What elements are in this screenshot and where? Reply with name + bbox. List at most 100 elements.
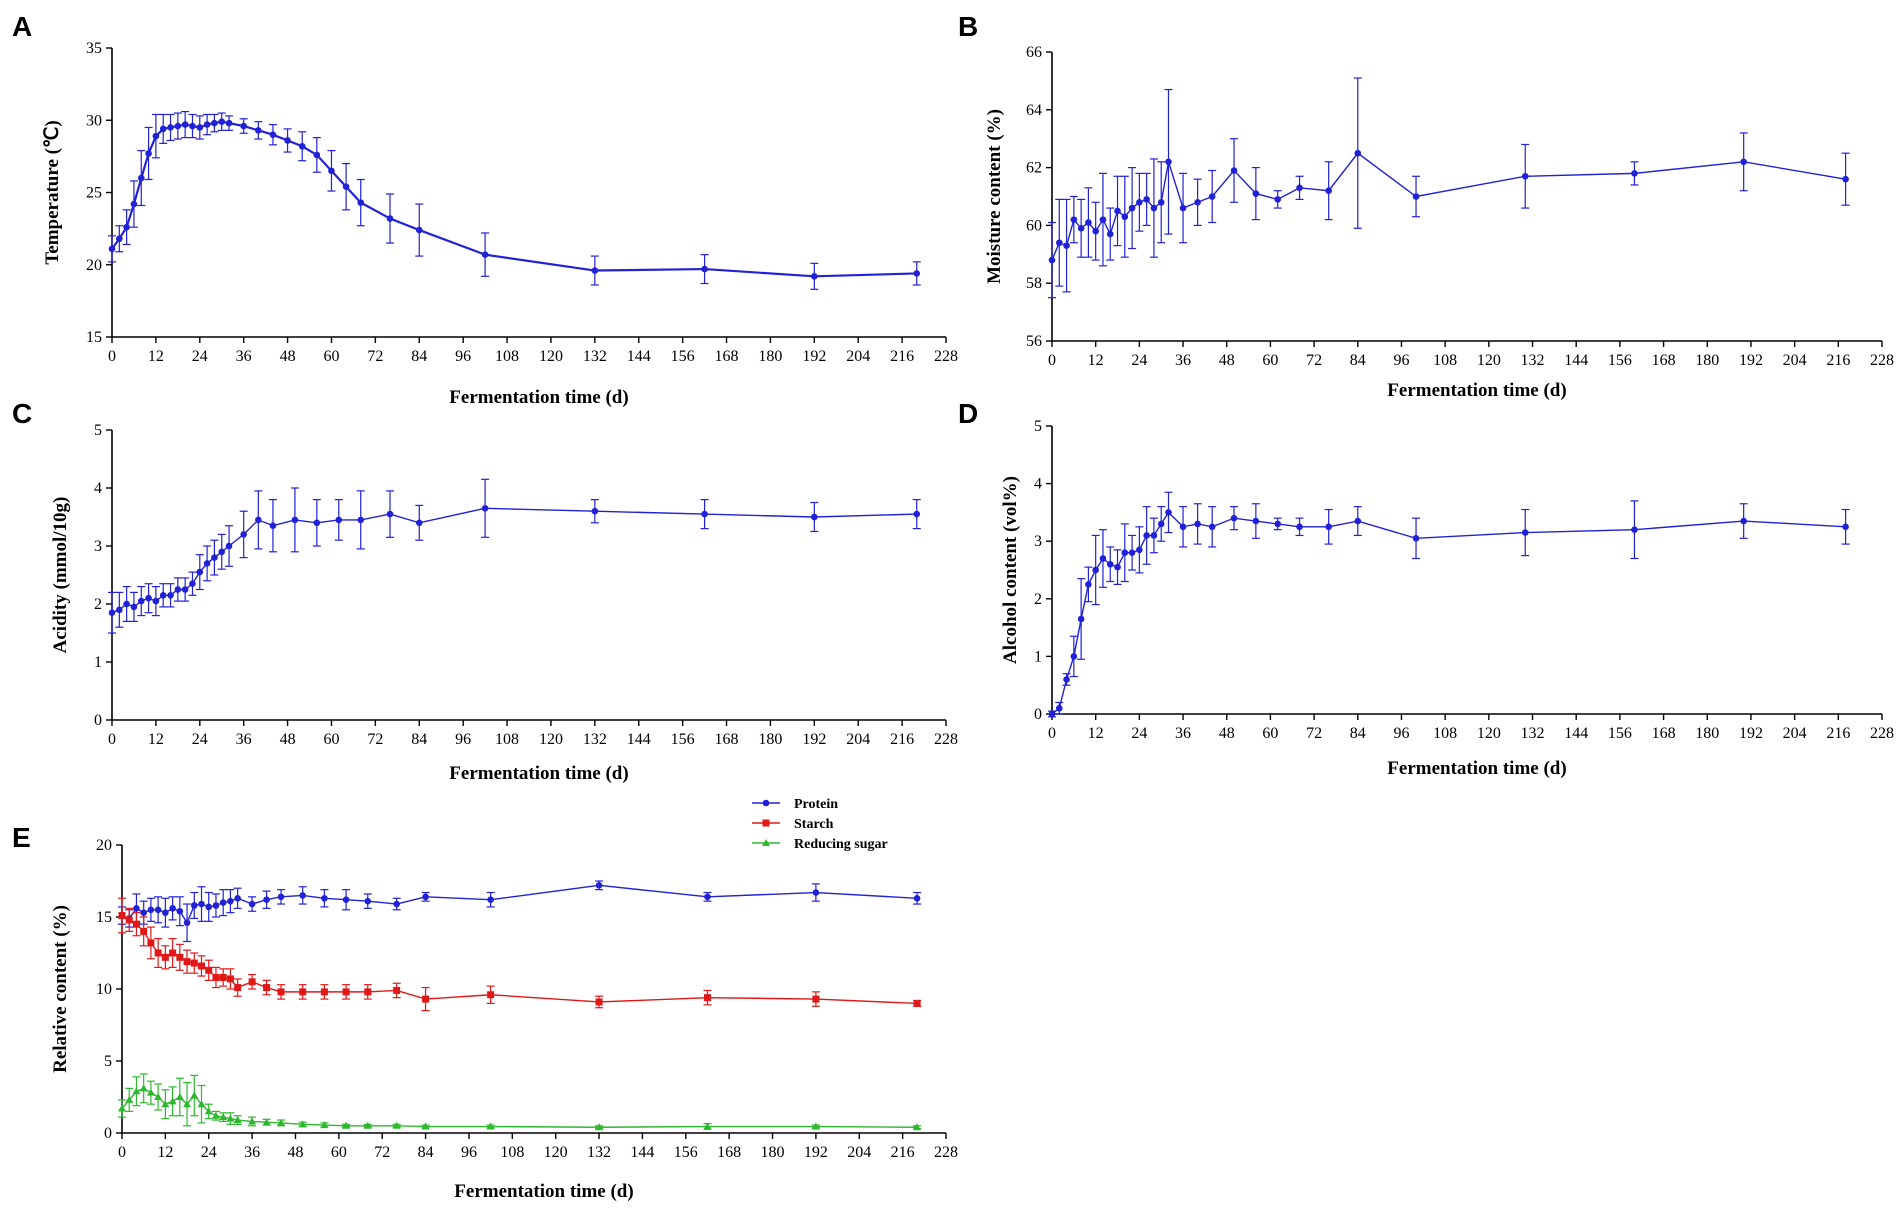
data-point: [701, 510, 708, 518]
x-tick-label: 12: [157, 1144, 173, 1161]
x-tick-label: 120: [539, 348, 563, 365]
y-tick-label: 60: [1026, 217, 1042, 234]
x-tick-label: 72: [1306, 352, 1322, 369]
x-tick-label: 120: [1477, 725, 1501, 742]
data-point: [175, 1093, 184, 1100]
series-acidity: [108, 478, 921, 634]
x-tick-label: 96: [461, 1144, 477, 1161]
data-point: [190, 902, 198, 909]
x-tick-label: 204: [847, 1144, 871, 1161]
data-point: [125, 916, 133, 924]
data-point: [1325, 523, 1332, 531]
data-point: [198, 900, 205, 908]
x-tick-label: 192: [804, 1144, 828, 1161]
x-tick-label: 168: [1652, 725, 1676, 742]
data-point: [162, 909, 169, 916]
data-point: [190, 1091, 199, 1099]
x-tick-label: 60: [1262, 352, 1278, 369]
data-point: [357, 199, 365, 206]
data-point: [1150, 532, 1158, 539]
data-point: [240, 122, 247, 130]
data-point: [487, 991, 495, 999]
data-point: [393, 986, 401, 994]
x-tick-label: 60: [323, 348, 339, 365]
y-axis-title: Relative content (%): [50, 905, 71, 1073]
data-point: [811, 513, 818, 521]
data-point: [269, 131, 277, 138]
data-point: [196, 568, 204, 576]
data-point: [227, 897, 234, 905]
data-point: [1077, 615, 1085, 623]
x-tick-label: 36: [236, 731, 252, 748]
x-tick-label: 72: [367, 731, 383, 748]
y-tick-label: 4: [94, 480, 102, 497]
series-reducing-sugar: [118, 1073, 922, 1131]
x-tick-label: 144: [627, 731, 651, 748]
data-point: [299, 988, 307, 996]
data-point: [205, 903, 213, 911]
x-tick-label: 12: [148, 731, 164, 748]
data-point: [1412, 193, 1420, 200]
y-tick-label: 15: [86, 329, 102, 346]
data-point: [152, 597, 160, 605]
x-tick-label: 48: [1219, 725, 1235, 742]
y-tick-label: 15: [96, 909, 112, 926]
y-tick-label: 1: [1034, 648, 1042, 665]
data-point: [422, 893, 429, 901]
data-point: [364, 988, 372, 996]
x-tick-label: 0: [1048, 352, 1056, 369]
data-point: [118, 912, 126, 920]
x-tick-label: 0: [108, 348, 116, 365]
data-point: [263, 896, 270, 904]
data-point: [1136, 546, 1143, 554]
x-tick-label: 180: [1695, 352, 1719, 369]
data-point: [211, 119, 218, 127]
series-alcohol-content: [1048, 491, 1850, 718]
data-point: [198, 962, 206, 970]
x-tick-label: 204: [1783, 725, 1807, 742]
data-point: [1740, 158, 1747, 166]
data-point: [1048, 256, 1056, 264]
data-point: [913, 270, 921, 277]
legend-marker: [762, 799, 770, 807]
series-line: [1051, 511, 1846, 715]
legend-label: Starch: [794, 817, 834, 832]
data-point: [1063, 242, 1070, 249]
data-point: [174, 122, 182, 130]
data-point: [1165, 509, 1172, 516]
data-point: [204, 1107, 213, 1115]
data-point: [415, 519, 423, 527]
data-point: [159, 592, 167, 599]
data-point: [108, 609, 116, 616]
chart-panel-e: E 0 5 10 15 20 0 12 24 36 48 60 72 84 96 108 120 132 144 15…: [12, 797, 958, 1202]
x-tick-label: 216: [1826, 725, 1850, 742]
data-point: [211, 1111, 220, 1119]
y-tick-label: 2: [1034, 591, 1042, 608]
data-point: [116, 606, 123, 614]
data-point: [1631, 170, 1638, 177]
data-point: [277, 893, 285, 901]
data-point: [145, 594, 152, 602]
data-point: [1085, 581, 1092, 588]
y-tick-label: 0: [1034, 706, 1042, 723]
data-point: [1143, 196, 1150, 203]
x-tick-label: 192: [1739, 725, 1763, 742]
data-point: [363, 1121, 372, 1129]
data-point: [248, 900, 256, 908]
y-tick-label: 4: [1034, 476, 1042, 493]
data-point: [591, 267, 599, 274]
data-point: [159, 125, 167, 133]
series-line: [121, 884, 918, 925]
x-tick-label: 228: [934, 348, 958, 365]
data-point: [703, 1122, 712, 1130]
x-tick-label: 180: [758, 348, 782, 365]
series-line: [121, 1087, 918, 1128]
y-tick-label: 10: [96, 981, 112, 998]
data-point: [130, 603, 138, 611]
data-point: [291, 516, 299, 524]
data-point: [154, 1093, 163, 1100]
legend-marker: [762, 839, 770, 846]
data-point: [1325, 187, 1332, 195]
data-point: [132, 920, 140, 928]
